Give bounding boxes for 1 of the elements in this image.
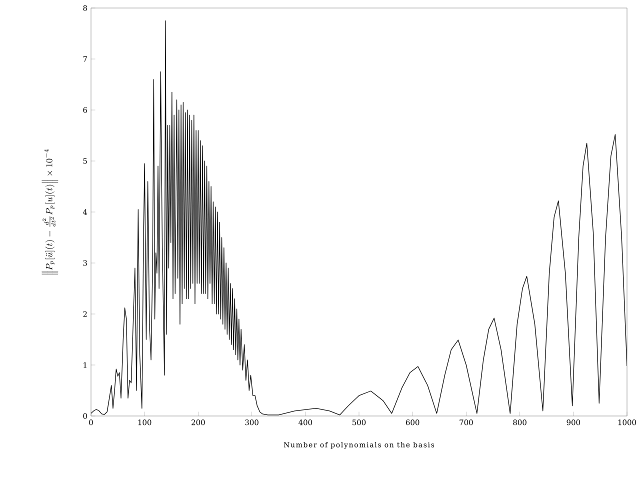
y-axis-title: $\left\|P_p[\ddot{u}](t)-\frac{d^2}{dt^2}P_p[u](t)\right\|\times 10^{-4}$ [42,149,58,274]
